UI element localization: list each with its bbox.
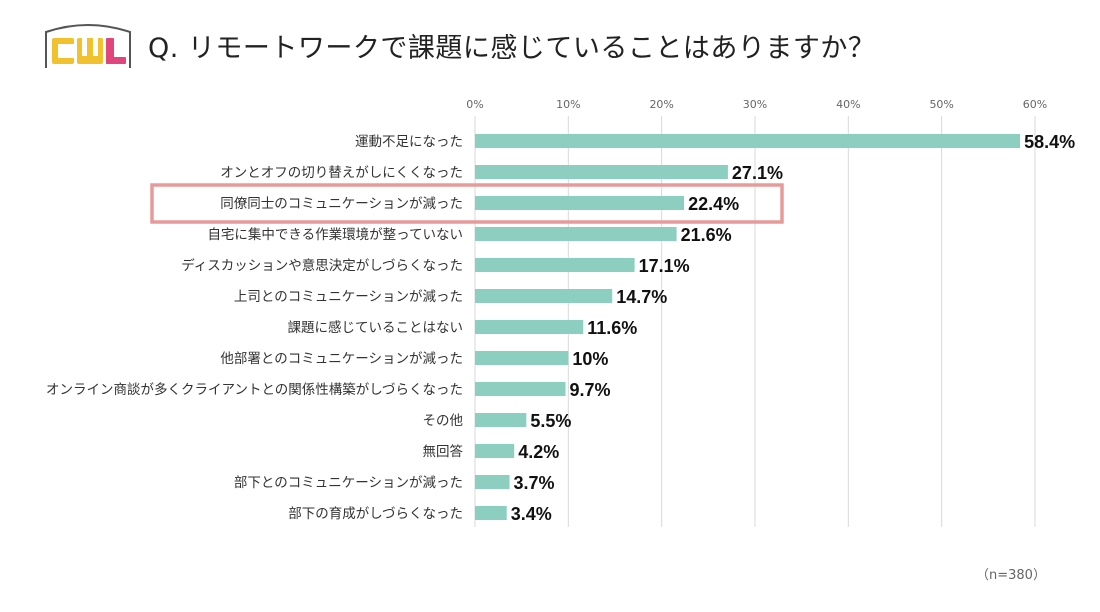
highlight-box	[150, 183, 784, 224]
bar	[475, 444, 515, 458]
value-label: 11.6%	[587, 318, 637, 338]
bar	[475, 289, 613, 303]
bar	[475, 413, 527, 427]
logo-letters	[52, 38, 126, 64]
category-label: 運動不足になった	[355, 134, 463, 150]
sample-size-note: （n=380）	[976, 568, 1046, 583]
question-title: Q. リモートワークで課題に感じていることはありますか？	[148, 33, 876, 64]
category-label: 部下の育成がしづらくなった	[288, 506, 463, 522]
category-label: その他	[423, 413, 464, 429]
x-tick-label: 30%	[743, 98, 767, 111]
bar	[475, 165, 728, 179]
category-label: 無回答	[423, 443, 464, 460]
value-label: 58.4%	[1024, 132, 1075, 152]
category-label: 上司とのコミュニケーションが減った	[234, 288, 463, 305]
bar	[475, 227, 677, 241]
value-label: 3.4%	[511, 504, 552, 524]
category-label: 自宅に集中できる作業環境が整っていない	[207, 227, 463, 243]
value-label: 5.5%	[530, 411, 571, 431]
value-label: 3.7%	[514, 473, 555, 493]
value-label: 17.1%	[639, 256, 690, 276]
bar	[475, 475, 510, 489]
x-tick-label: 0%	[466, 98, 483, 111]
x-tick-label: 20%	[649, 98, 673, 111]
bar	[475, 351, 569, 365]
bar	[475, 320, 584, 334]
value-label: 10%	[572, 349, 608, 369]
category-label: オンとオフの切り替えがしにくくなった	[220, 165, 463, 181]
bar	[475, 382, 566, 396]
value-label: 9.7%	[570, 380, 611, 400]
value-label: 27.1%	[732, 163, 783, 183]
category-label: 部下とのコミュニケーションが減った	[234, 474, 463, 491]
bar	[475, 196, 685, 210]
bar	[475, 506, 507, 520]
cwl-logo	[45, 24, 131, 68]
category-label: ディスカッションや意思決定がしづらくなった	[181, 257, 463, 274]
category-label: オンライン商談が多くクライアントとの関係性構築がしづらくなった	[46, 381, 463, 398]
bar	[475, 134, 1021, 148]
category-label: 課題に感じていることはない	[288, 319, 464, 336]
x-tick-label: 40%	[836, 98, 860, 111]
x-tick-label: 50%	[929, 98, 953, 111]
x-tick-label: 10%	[556, 98, 580, 111]
logo-outline	[45, 24, 131, 68]
value-label: 14.7%	[616, 287, 667, 307]
bar	[475, 258, 635, 272]
category-label: 他部署とのコミュニケーションが減った	[220, 350, 463, 367]
category-label: 同僚同士のコミュニケーションが減った	[220, 195, 463, 212]
value-label: 22.4%	[688, 194, 739, 214]
x-tick-label: 60%	[1023, 98, 1047, 111]
value-label: 21.6%	[681, 225, 732, 245]
value-label: 4.2%	[518, 442, 559, 462]
